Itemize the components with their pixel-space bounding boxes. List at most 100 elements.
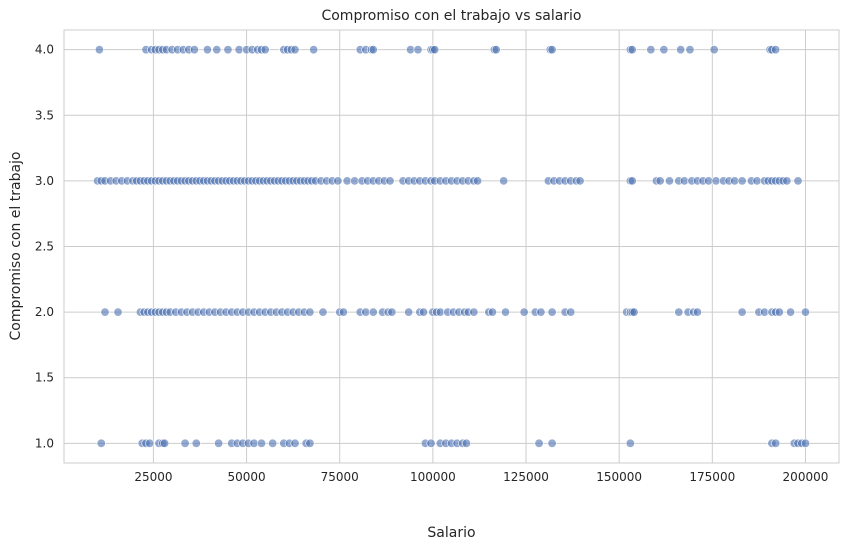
data-point	[234, 45, 244, 55]
data-point	[191, 438, 201, 448]
y-tick-label: 1.0	[35, 436, 54, 450]
y-tick-label: 3.0	[35, 174, 54, 188]
data-point	[737, 307, 747, 317]
data-point	[113, 307, 123, 317]
data-point	[730, 176, 740, 186]
data-point	[519, 307, 529, 317]
x-tick-label: 150000	[596, 470, 642, 484]
data-point	[361, 307, 371, 317]
data-point	[659, 45, 669, 55]
x-tick-label: 175000	[689, 470, 735, 484]
data-point	[774, 307, 784, 317]
data-point	[547, 45, 557, 55]
data-point	[771, 438, 781, 448]
data-point	[260, 45, 270, 55]
data-point	[406, 45, 416, 55]
data-point	[94, 45, 104, 55]
data-point	[426, 438, 436, 448]
data-point	[333, 176, 343, 186]
data-point	[309, 45, 319, 55]
chart-title: Compromiso con el trabajo vs salario	[321, 8, 581, 24]
data-point	[387, 307, 397, 317]
data-point	[290, 438, 300, 448]
data-point	[350, 176, 360, 186]
data-point	[625, 438, 635, 448]
y-tick-labels: 1.0 1.5 2.0 2.5 3.0 3.5 4.0	[35, 43, 54, 451]
data-point	[160, 438, 170, 448]
data-point	[737, 176, 747, 186]
data-point	[305, 438, 315, 448]
data-point	[338, 307, 348, 317]
data-point	[786, 307, 796, 317]
x-axis-label: Salario	[427, 525, 475, 541]
y-tick-label: 4.0	[35, 43, 54, 57]
data-point	[368, 307, 378, 317]
data-point	[435, 307, 445, 317]
data-point	[685, 45, 695, 55]
x-tick-labels: 25000 50000 75000 100000 125000 150000 175000 2…	[134, 470, 828, 484]
data-point	[189, 45, 199, 55]
x-tick-label: 75000	[321, 470, 359, 484]
data-point	[759, 307, 769, 317]
data-point	[674, 307, 684, 317]
x-tick-label: 200000	[783, 470, 829, 484]
data-point	[473, 176, 483, 186]
data-point	[212, 45, 222, 55]
data-point	[487, 307, 497, 317]
y-axis-label: Compromiso con el trabajo	[8, 152, 24, 341]
data-point	[655, 176, 665, 186]
y-tick-label: 3.5	[35, 108, 54, 122]
data-point	[709, 45, 719, 55]
data-point	[368, 45, 378, 55]
data-point	[305, 307, 315, 317]
data-point	[704, 176, 714, 186]
data-point	[404, 307, 414, 317]
data-point	[145, 438, 155, 448]
data-point	[268, 438, 278, 448]
data-point	[318, 307, 328, 317]
data-point	[566, 307, 576, 317]
data-point	[547, 307, 557, 317]
data-points	[93, 45, 810, 448]
data-point	[501, 307, 511, 317]
data-point	[800, 307, 810, 317]
data-point	[664, 176, 674, 186]
data-point	[534, 438, 544, 448]
plot-frame	[63, 29, 840, 464]
data-point	[679, 176, 689, 186]
x-tick-label: 50000	[227, 470, 265, 484]
data-point	[627, 45, 637, 55]
data-point	[752, 176, 762, 186]
data-point	[547, 438, 557, 448]
data-point	[646, 45, 656, 55]
data-point	[430, 45, 440, 55]
data-point	[575, 176, 585, 186]
y-tick-label: 2.0	[35, 305, 54, 319]
data-point	[202, 45, 212, 55]
data-point	[180, 438, 190, 448]
data-point	[249, 438, 259, 448]
data-point	[499, 176, 509, 186]
data-point	[214, 438, 224, 448]
data-point	[771, 45, 781, 55]
data-point	[800, 438, 810, 448]
x-tick-label: 25000	[134, 470, 172, 484]
x-tick-label: 125000	[503, 470, 549, 484]
y-tick-label: 2.5	[35, 240, 54, 254]
data-point	[223, 45, 233, 55]
data-point	[256, 438, 266, 448]
data-point	[96, 438, 106, 448]
y-tick-label: 1.5	[35, 371, 54, 385]
data-point	[629, 307, 639, 317]
data-point	[711, 176, 721, 186]
data-point	[469, 307, 479, 317]
data-point	[100, 307, 110, 317]
data-point	[461, 438, 471, 448]
data-point	[676, 45, 686, 55]
data-point	[692, 307, 702, 317]
data-point	[627, 176, 637, 186]
data-point	[342, 176, 352, 186]
data-point	[536, 307, 546, 317]
